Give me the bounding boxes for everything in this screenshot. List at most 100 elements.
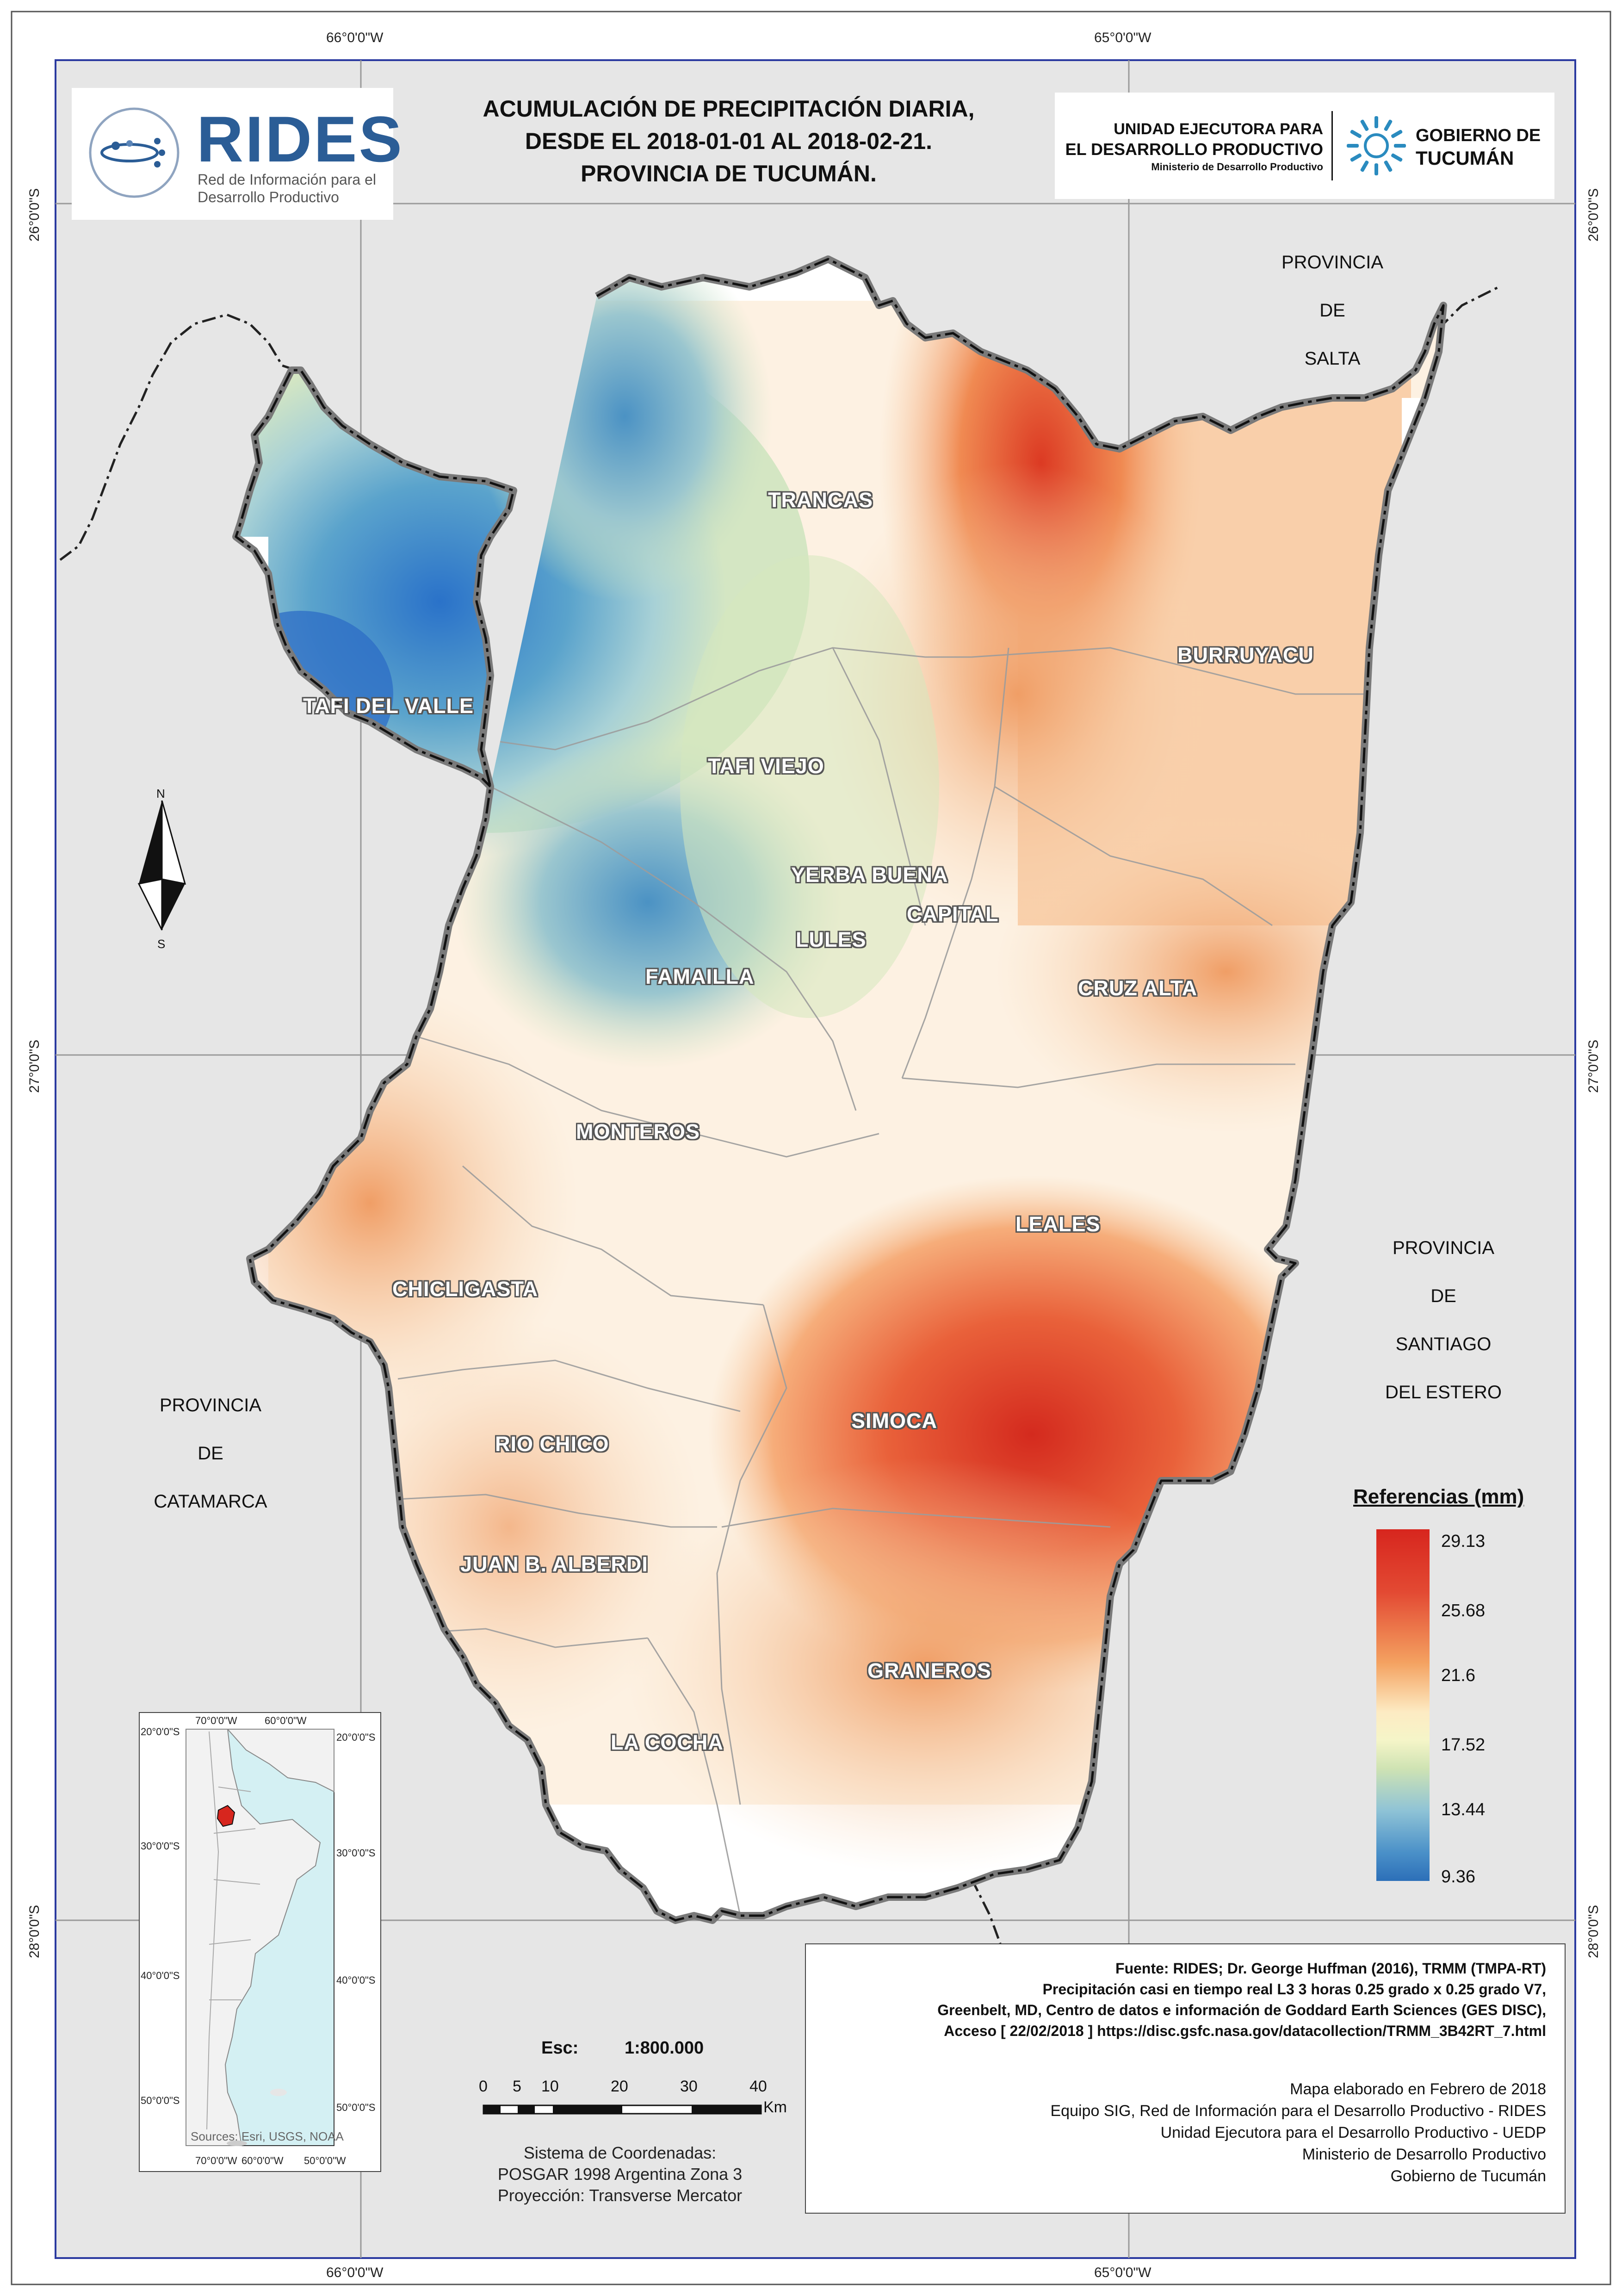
scale-label: Esc: bbox=[541, 2038, 579, 2058]
credit-line3: Unidad Ejecutora para el Desarrollo Prod… bbox=[1160, 2124, 1546, 2141]
lat-label-right-s28: 28°0'0"S bbox=[1586, 1905, 1601, 1958]
gob-line1: GOBIERNO DE bbox=[1416, 126, 1541, 145]
credit-line4: Ministerio de Desarrollo Productivo bbox=[1302, 2146, 1546, 2163]
coordsys-line3: Proyección: Transverse Mercator bbox=[497, 2186, 743, 2205]
legend-value-3: 21.6 bbox=[1441, 1666, 1475, 1685]
lon-label-top-w65: 65°0'0"W bbox=[1094, 30, 1151, 45]
scale-tick-30: 30 bbox=[680, 2078, 698, 2095]
scale-tick-10: 10 bbox=[541, 2078, 559, 2095]
scale-tick-20: 20 bbox=[611, 2078, 628, 2095]
scale-tick-5: 5 bbox=[513, 2078, 521, 2095]
inset-lat40-left: 40°0'0"S bbox=[141, 1970, 180, 1981]
salta-line1: PROVINCIA bbox=[1281, 252, 1384, 273]
inset-lon50-bottom: 50°0'0"W bbox=[304, 2155, 346, 2166]
inset-lat30-left: 30°0'0"S bbox=[141, 1840, 180, 1852]
coordsys-line1: Sistema de Coordenadas: bbox=[523, 2143, 717, 2162]
source-credits: Mapa elaborado en Febrero de 2018 Equipo… bbox=[824, 2079, 1547, 2187]
logo-divider bbox=[1331, 111, 1333, 180]
compass-arrow-icon bbox=[137, 800, 186, 931]
dept-label-capital: CAPITAL bbox=[907, 902, 999, 926]
legend-value-5: 13.44 bbox=[1441, 1800, 1486, 1819]
dept-label-simoca: SIMOCA bbox=[851, 1409, 937, 1433]
santiago-line2: DE bbox=[1430, 1286, 1456, 1306]
scale-tick-0: 0 bbox=[479, 2078, 488, 2095]
legend-value-4: 17.52 bbox=[1441, 1735, 1486, 1755]
credit-line5: Gobierno de Tucumán bbox=[1390, 2167, 1546, 2185]
uedp-line1: UNIDAD EJECUTORA PARA bbox=[1114, 120, 1323, 138]
lon-label-top-w66: 66°0'0"W bbox=[326, 30, 384, 45]
inset-lon60-bottom: 60°0'0"W bbox=[241, 2155, 284, 2166]
dept-label-chicligasta: CHICLIGASTA bbox=[392, 1277, 539, 1301]
coordsys-line2: POSGAR 1998 Argentina Zona 3 bbox=[497, 2165, 743, 2184]
dept-label-burruyacu: BURRUYACU bbox=[1177, 643, 1314, 667]
uedp-line3: Ministerio de Desarrollo Productivo bbox=[1151, 161, 1323, 173]
inset-lon60-top: 60°0'0"W bbox=[265, 1715, 307, 1726]
santiago-line3: SANTIAGO bbox=[1395, 1334, 1492, 1354]
legend-value-2: 25.68 bbox=[1441, 1601, 1486, 1620]
source-bold3: Greenbelt, MD, Centro de datos e informa… bbox=[937, 2002, 1546, 2018]
source-bold1: Fuente: RIDES; Dr. George Huffman (2016)… bbox=[1115, 1960, 1546, 1977]
rides-sub1: Red de Información para el bbox=[198, 171, 376, 188]
dept-label-rio-chico: RIO CHICO bbox=[495, 1432, 609, 1456]
inset-lon70-top: 70°0'0"W bbox=[195, 1715, 237, 1726]
scale-bar bbox=[483, 2104, 762, 2115]
title-line1: ACUMULACIÓN DE PRECIPITACIÓN DIARIA, bbox=[483, 96, 975, 122]
south-label: S bbox=[157, 937, 166, 951]
inset-lat20-right: 20°0'0"S bbox=[336, 1731, 376, 1743]
santiago-line4: DEL ESTERO bbox=[1385, 1382, 1502, 1402]
rides-wordmark: RIDES bbox=[197, 103, 404, 175]
dept-label-lules: LULES bbox=[796, 928, 867, 951]
province-label-salta: PROVINCIA DE SALTA bbox=[1258, 238, 1406, 383]
lat-label-right-s26: 26°0'0"S bbox=[1586, 188, 1601, 242]
lat-label-left-s26: 26°0'0"S bbox=[27, 188, 42, 242]
catamarca-line2: DE bbox=[198, 1443, 223, 1464]
inset-lat20-left: 20°0'0"S bbox=[141, 1726, 180, 1738]
dept-label-leales: LEALES bbox=[1015, 1212, 1101, 1236]
inset-lat50-left: 50°0'0"S bbox=[141, 2095, 180, 2106]
inset-lat40-right: 40°0'0"S bbox=[336, 1974, 376, 1986]
lon-label-bottom-w66: 66°0'0"W bbox=[326, 2265, 384, 2280]
scale-unit: Km bbox=[763, 2098, 787, 2116]
dept-label-la-cocha: LA COCHA bbox=[611, 1731, 724, 1754]
source-bold2: Precipitación casi en tiempo real L3 3 h… bbox=[1042, 1981, 1546, 1998]
catamarca-line3: CATAMARCA bbox=[154, 1491, 267, 1512]
dept-label-cruz-alta: CRUZ ALTA bbox=[1078, 976, 1198, 1000]
dept-label-trancas: TRANCAS bbox=[768, 488, 873, 512]
map-title: ACUMULACIÓN DE PRECIPITACIÓN DIARIA, DES… bbox=[416, 93, 1041, 190]
north-label: N bbox=[156, 787, 165, 800]
uedp-line2: EL DESARROLLO PRODUCTIVO bbox=[1065, 140, 1323, 159]
title-line2: DESDE EL 2018-01-01 AL 2018-02-21. bbox=[525, 128, 933, 154]
inset-map: 70°0'0"W 60°0'0"W 70°0'0"W 60°0'0"W 50°0… bbox=[139, 1712, 381, 2172]
catamarca-line1: PROVINCIA bbox=[159, 1395, 262, 1415]
dept-label-monteros: MONTEROS bbox=[576, 1120, 700, 1143]
credit-line2: Equipo SIG, Red de Información para el D… bbox=[1050, 2102, 1547, 2120]
gob-line2: TUCUMÁN bbox=[1416, 147, 1514, 169]
title-line3: PROVINCIA DE TUCUMÁN. bbox=[581, 161, 877, 186]
lat-label-left-s27: 27°0'0"S bbox=[27, 1039, 42, 1093]
source-bold4: Acceso [ 22/02/2018 ] https://disc.gsfc.… bbox=[944, 2023, 1546, 2039]
scale-ratio: 1:800.000 bbox=[625, 2038, 704, 2058]
santiago-line1: PROVINCIA bbox=[1392, 1238, 1495, 1258]
dept-label-graneros: GRANEROS bbox=[867, 1659, 992, 1682]
province-label-catamarca: PROVINCIA DE CATAMARCA bbox=[134, 1381, 287, 1526]
tucuman-sun-icon bbox=[1347, 116, 1406, 175]
inset-credit: Sources: Esri, USGS, NOAA bbox=[191, 2129, 344, 2143]
rides-logo: RIDES Red de Información para el Desarro… bbox=[72, 88, 402, 220]
coordinate-system: Sistema de Coordenadas: POSGAR 1998 Arge… bbox=[477, 2142, 763, 2206]
legend-title: Referencias (mm) bbox=[1353, 1485, 1524, 1508]
legend-value-max: 29.13 bbox=[1441, 1532, 1486, 1551]
lat-label-left-s28: 28°0'0"S bbox=[27, 1905, 42, 1958]
lon-label-bottom-w65: 65°0'0"W bbox=[1094, 2265, 1151, 2280]
salta-line2: DE bbox=[1319, 300, 1345, 321]
north-arrow: N S bbox=[125, 787, 199, 953]
dept-label-famailla: FAMAILLA bbox=[645, 965, 755, 988]
source-box: Fuente: RIDES; Dr. George Huffman (2016)… bbox=[805, 1943, 1566, 2214]
lat-label-right-s27: 27°0'0"S bbox=[1586, 1039, 1601, 1093]
dept-label-tafi-del-valle: TAFI DEL VALLE bbox=[303, 694, 474, 718]
inset-lon70-bottom: 70°0'0"W bbox=[195, 2155, 237, 2166]
province-label-santiago: PROVINCIA DE SANTIAGO DEL ESTERO bbox=[1369, 1224, 1517, 1416]
source-citation: Fuente: RIDES; Dr. George Huffman (2016)… bbox=[824, 1958, 1546, 2042]
credit-line1: Mapa elaborado en Febrero de 2018 bbox=[1290, 2080, 1546, 2098]
rides-sub2: Desarrollo Productivo bbox=[198, 189, 339, 205]
legend-color-ramp bbox=[1376, 1529, 1430, 1881]
